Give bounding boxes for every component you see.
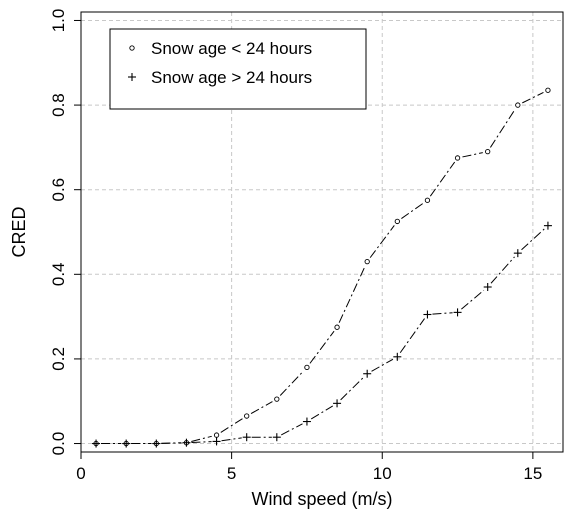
data-point bbox=[244, 413, 250, 419]
data-point bbox=[242, 433, 251, 442]
series-line-segment bbox=[489, 109, 516, 148]
series-1 bbox=[92, 221, 552, 448]
legend-box bbox=[109, 28, 367, 110]
data-point bbox=[394, 218, 400, 225]
data-point bbox=[122, 439, 131, 448]
series-line-segment bbox=[521, 228, 545, 251]
data-point bbox=[423, 310, 432, 319]
data-point bbox=[334, 324, 340, 330]
series-line-segment bbox=[399, 318, 425, 354]
y-tick-label: 0.0 bbox=[49, 432, 68, 456]
series-line-segment bbox=[490, 256, 515, 284]
data-point bbox=[453, 308, 462, 317]
data-point bbox=[182, 438, 191, 447]
y-tick-label: 0.4 bbox=[49, 262, 68, 286]
series-line-segment bbox=[250, 401, 273, 415]
data-point bbox=[304, 364, 310, 371]
series-line-segment bbox=[338, 265, 366, 323]
legend-marker bbox=[128, 73, 136, 81]
series-line-segment bbox=[191, 435, 212, 442]
data-point bbox=[545, 87, 551, 93]
y-tick-label: 1.0 bbox=[49, 9, 68, 33]
x-axis-title: Wind speed (m/s) bbox=[251, 489, 392, 509]
data-point bbox=[515, 102, 521, 108]
legend-label-snow-age-under-24: Snow age < 24 hours bbox=[151, 39, 312, 58]
x-tick-label: 5 bbox=[227, 464, 236, 483]
x-tick-label: 0 bbox=[76, 464, 85, 483]
series-line-segment bbox=[191, 441, 212, 443]
data-point bbox=[274, 396, 280, 402]
data-point bbox=[364, 258, 370, 265]
y-tick-label: 0.8 bbox=[49, 93, 68, 117]
data-point bbox=[454, 155, 461, 161]
data-point bbox=[363, 369, 372, 378]
series-line-segment bbox=[432, 312, 453, 315]
series-layer bbox=[92, 87, 552, 448]
data-point bbox=[212, 437, 221, 446]
series-line-segment bbox=[310, 405, 334, 420]
data-point bbox=[152, 439, 161, 448]
series-line-segment bbox=[221, 437, 242, 442]
x-tick-label: 10 bbox=[373, 464, 392, 483]
y-axis: 0.0 0.2 0.4 0.6 0.8 1.0 bbox=[49, 9, 81, 456]
series-line-segment bbox=[429, 161, 456, 197]
series-line-segment bbox=[220, 418, 243, 433]
data-point bbox=[213, 432, 220, 438]
data-point bbox=[483, 283, 492, 291]
series-line-segment bbox=[161, 442, 182, 444]
y-tick-label: 0.6 bbox=[49, 178, 68, 202]
data-point bbox=[513, 249, 522, 258]
plot-frame bbox=[80, 11, 564, 453]
x-axis: 0 5 10 15 bbox=[76, 452, 542, 483]
data-point bbox=[393, 352, 402, 361]
series-line-segment bbox=[461, 289, 485, 310]
series-line-segment bbox=[462, 152, 483, 158]
x-tick-label: 15 bbox=[523, 464, 542, 483]
data-point bbox=[543, 221, 552, 230]
y-axis-title: CRED bbox=[9, 206, 29, 257]
series-line-segment bbox=[401, 202, 424, 219]
series-0 bbox=[93, 87, 551, 447]
legend: Snow age < 24 hours Snow age > 24 hours bbox=[109, 28, 367, 110]
y-tick-label: 0.2 bbox=[49, 347, 68, 371]
data-point bbox=[302, 417, 311, 426]
series-line-segment bbox=[369, 225, 395, 258]
data-point bbox=[92, 439, 101, 448]
legend-marker-plus bbox=[128, 73, 136, 81]
legend-marker bbox=[129, 45, 135, 51]
data-point bbox=[272, 433, 281, 442]
series-line-segment bbox=[371, 358, 394, 372]
legend-label-snow-age-over-24: Snow age > 24 hours bbox=[151, 68, 312, 87]
data-point bbox=[333, 399, 342, 408]
series-line-segment bbox=[522, 92, 544, 104]
series-line-segment bbox=[279, 370, 304, 396]
data-point bbox=[485, 148, 491, 155]
legend-marker-circle bbox=[129, 45, 135, 51]
series-line-segment bbox=[309, 330, 335, 364]
series-line-segment bbox=[281, 423, 303, 436]
series-line-segment bbox=[340, 376, 364, 401]
data-point bbox=[424, 197, 431, 203]
